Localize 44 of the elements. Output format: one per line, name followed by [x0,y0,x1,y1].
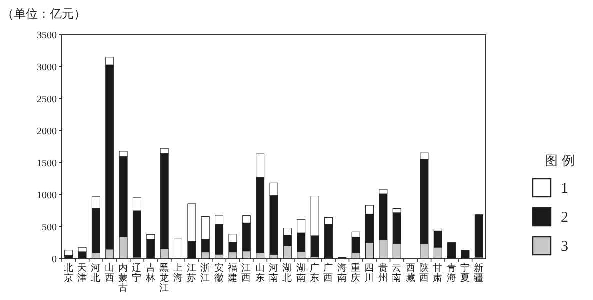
x-tick-label: 黑龙江 [160,263,170,294]
x-tick-label: 湖北 [282,262,293,284]
x-tick-label: 上海 [173,262,184,284]
x-tick-label: 北京 [64,262,74,284]
x-tick-label: 山东 [255,262,266,284]
y-tick-label: 0 [52,254,57,266]
x-tick-label: 陕西 [419,262,430,284]
y-tick-label: 500 [42,222,57,234]
x-tick-label: 西藏 [406,263,416,284]
x-tick-label: 吉林 [144,262,156,284]
y-tick-label: 1500 [37,158,57,170]
y-tick-label: 2000 [37,126,57,138]
x-tick-label: 辽宁 [132,262,142,284]
x-tick-label: 内蒙古 [118,262,129,294]
y-tick-label: 1000 [37,190,57,202]
x-tick-label: 河南 [269,262,279,284]
legend-label: 2 [561,210,568,226]
x-tick-label: 四川 [364,263,375,284]
y-tick-label: 3500 [37,30,57,42]
x-tick-label: 浙江 [200,262,211,284]
y-tick-label: 2500 [37,94,57,106]
x-tick-label: 甘肃 [433,262,444,284]
y-axis-title: （单位：亿元） [2,7,86,21]
x-tick-label: 湖南 [296,262,306,284]
x-tick-label: 云南 [392,263,402,284]
x-tick-label: 天津 [78,263,88,284]
legend-label: 1 [561,181,568,197]
x-tick-label: 江苏 [186,262,197,284]
x-tick-label: 新疆 [474,262,484,284]
x-tick-label: 安徽 [214,262,224,284]
x-tick-label: 贵州 [378,262,388,284]
y-tick-label: 3000 [37,62,57,74]
x-tick-label: 广东 [310,262,320,284]
legend-title: 图 例 [545,154,576,169]
x-tick-label: 河北 [91,262,102,284]
x-tick-label: 青海 [446,262,457,284]
x-tick-label: 江西 [242,262,252,284]
legend-label: 3 [561,239,568,255]
x-tick-label: 福建 [226,262,238,284]
x-tick-label: 重庆 [351,262,362,284]
x-tick-label: 广西 [324,262,334,284]
x-tick-label: 宁夏 [460,262,470,284]
x-tick-label: 山西 [104,262,115,284]
x-tick-label: 海南 [337,262,348,284]
